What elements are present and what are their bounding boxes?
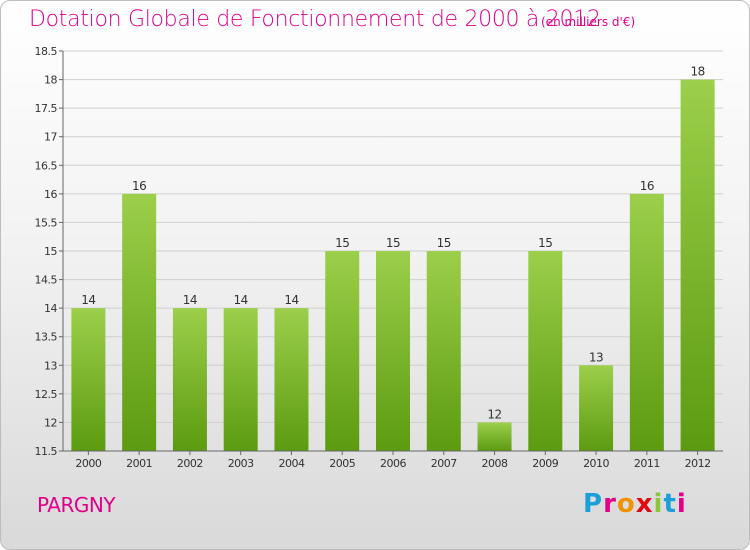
bar-2010: [579, 365, 614, 451]
y-tick-label: 17.5: [35, 102, 58, 115]
chart-title: Dotation Globale de Fonctionnement de 20…: [29, 7, 601, 32]
y-tick-label: 17: [44, 131, 57, 144]
bar-2012: [680, 79, 715, 452]
x-tick-label: 2001: [126, 457, 152, 470]
bar-value-label: 13: [589, 350, 603, 364]
logo-letter: i: [653, 489, 664, 519]
y-tick-label: 18.5: [35, 45, 58, 58]
bar-2006: [376, 251, 410, 451]
y-tick-label: 16.5: [35, 159, 58, 172]
y-tick-label: 13.5: [35, 331, 58, 344]
x-tick-label: 2011: [634, 457, 660, 470]
bar-2002: [172, 308, 207, 451]
logo-letter: t: [663, 489, 677, 519]
y-tick-label: 18: [44, 74, 57, 87]
y-tick-label: 16: [44, 188, 57, 201]
y-tick-label: 14: [44, 302, 57, 315]
commune-name: PARGNY: [37, 493, 116, 517]
y-tick-label: 11.5: [35, 445, 58, 458]
x-tick-label: 2000: [75, 457, 101, 470]
bar-2003: [223, 308, 258, 451]
bar-value-label: 14: [284, 293, 298, 307]
x-tick-label: 2002: [177, 457, 203, 470]
y-tick-label: 15.5: [35, 216, 58, 229]
x-tick-label: 2007: [431, 457, 457, 470]
bar-value-label: 15: [538, 236, 552, 250]
proxiti-logo[interactable]: Proxiti: [583, 489, 687, 519]
bar-2007: [426, 251, 461, 451]
bar-value-label: 16: [132, 179, 146, 193]
logo-letter: o: [616, 489, 636, 519]
bar-value-label: 15: [437, 236, 451, 250]
bar-2004: [274, 308, 309, 451]
chart-subtitle: (en milliers d'€): [541, 15, 636, 29]
bar-2001: [122, 193, 157, 451]
logo-letter: x: [635, 489, 654, 519]
x-tick-label: 2008: [482, 457, 508, 470]
bar-value-label: 16: [640, 179, 654, 193]
bar-value-label: 15: [386, 236, 400, 250]
bar-value-label: 14: [81, 293, 95, 307]
y-tick-label: 14.5: [35, 274, 58, 287]
y-tick-label: 12.5: [35, 388, 58, 401]
x-tick-label: 2004: [278, 457, 304, 470]
bar-value-label: 14: [183, 293, 197, 307]
bar-value-label: 18: [690, 65, 704, 79]
y-tick-label: 13: [44, 359, 57, 372]
bar-2005: [325, 251, 360, 451]
bar-2009: [528, 251, 563, 451]
x-tick-label: 2009: [532, 457, 558, 470]
y-tick-label: 12: [44, 416, 57, 429]
x-tick-label: 2003: [228, 457, 254, 470]
bar-value-label: 12: [487, 407, 501, 421]
bar-value-label: 15: [335, 236, 349, 250]
bar-2008: [477, 422, 512, 451]
bar-2000: [71, 308, 106, 451]
logo-letter: r: [603, 489, 617, 519]
x-tick-label: 2010: [583, 457, 609, 470]
y-tick-label: 15: [44, 245, 57, 258]
x-tick-label: 2006: [380, 457, 406, 470]
x-tick-label: 2005: [329, 457, 355, 470]
x-tick-label: 2012: [685, 457, 711, 470]
bar-value-label: 14: [234, 293, 248, 307]
logo-letter: P: [583, 489, 604, 519]
logo-letter: i: [676, 489, 687, 519]
bar-2011: [629, 193, 664, 451]
